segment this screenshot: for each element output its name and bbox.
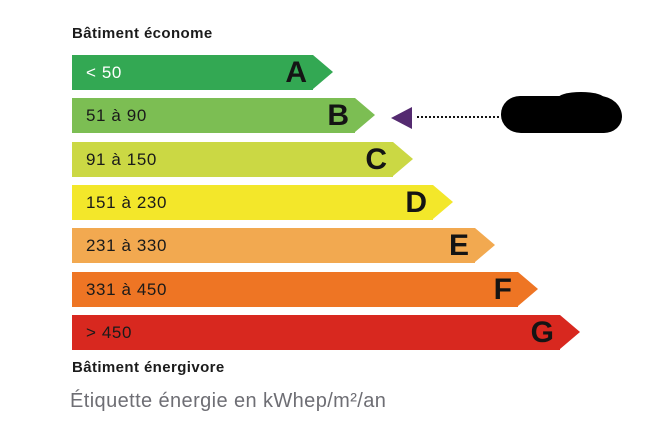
energy-class-letter: B xyxy=(327,98,349,132)
energy-range-label: 91 à 150 xyxy=(86,149,157,169)
energy-range-label: 331 à 450 xyxy=(86,279,168,299)
energy-bar-g: > 450 G xyxy=(72,315,580,350)
energy-bar-b: 51 à 90 B xyxy=(72,98,375,133)
economical-building-label: Bâtiment économe xyxy=(72,25,213,42)
bar-arrow-tip xyxy=(518,272,538,306)
energy-bar-d: 151 à 230 D xyxy=(72,185,453,220)
energy-class-letter: A xyxy=(285,55,307,89)
energy-label-caption: Étiquette énergie en kWhep/m²/an xyxy=(70,390,387,412)
energy-bar-a: < 50 A xyxy=(72,55,333,90)
energy-class-letter: D xyxy=(405,185,427,219)
bar-arrow-tip xyxy=(475,228,495,262)
energy-bar-f: 331 à 450 F xyxy=(72,272,538,307)
energy-bar-e: 231 à 330 E xyxy=(72,228,495,263)
energy-range-label: < 50 xyxy=(86,62,122,82)
energy-range-label: 51 à 90 xyxy=(86,105,147,125)
bar-arrow-tip xyxy=(355,98,375,132)
dotted-leader-line xyxy=(417,116,499,118)
energy-class-letter: G xyxy=(530,315,554,349)
energy-range-label: 151 à 230 xyxy=(86,192,168,212)
energy-range-label: > 450 xyxy=(86,322,133,342)
energy-range-label: 231 à 330 xyxy=(86,235,168,255)
redacted-value xyxy=(501,92,622,133)
energy-class-letter: F xyxy=(493,272,512,306)
energy-intensive-building-label: Bâtiment énergivore xyxy=(72,359,225,376)
bar-arrow-tip xyxy=(560,315,580,349)
rating-arrow-icon xyxy=(391,107,412,129)
energy-bar-c: 91 à 150 C xyxy=(72,142,413,177)
energy-class-letter: E xyxy=(448,228,469,262)
bar-arrow-tip xyxy=(313,55,333,89)
energy-class-letter: C xyxy=(365,142,387,176)
bar-arrow-tip xyxy=(393,142,413,176)
bar-arrow-tip xyxy=(433,185,453,219)
